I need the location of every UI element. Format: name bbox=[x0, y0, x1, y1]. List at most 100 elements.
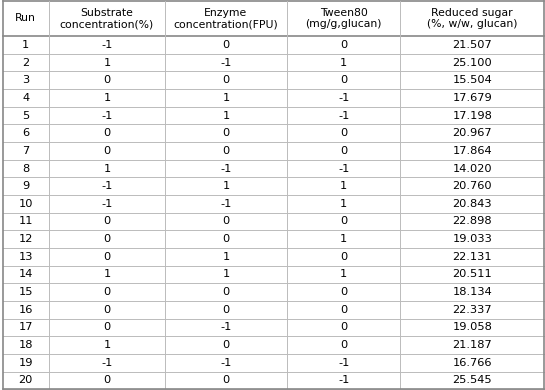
Text: -1: -1 bbox=[101, 358, 113, 368]
Text: 1: 1 bbox=[222, 252, 229, 262]
Text: Run: Run bbox=[15, 13, 36, 23]
Text: 0: 0 bbox=[340, 287, 347, 297]
Text: 5: 5 bbox=[22, 110, 29, 121]
Text: 0: 0 bbox=[222, 340, 229, 350]
Text: 0: 0 bbox=[340, 128, 347, 138]
Text: 12: 12 bbox=[19, 234, 33, 244]
Text: 1: 1 bbox=[104, 340, 111, 350]
Text: 0: 0 bbox=[104, 234, 111, 244]
Text: 20.843: 20.843 bbox=[452, 199, 492, 209]
Text: 13: 13 bbox=[19, 252, 33, 262]
Text: 0: 0 bbox=[222, 40, 229, 50]
Text: -1: -1 bbox=[101, 181, 113, 191]
Text: 0: 0 bbox=[104, 376, 111, 385]
Text: 1: 1 bbox=[104, 163, 111, 174]
Text: 17.198: 17.198 bbox=[452, 110, 492, 121]
Text: 0: 0 bbox=[104, 323, 111, 332]
Text: 1: 1 bbox=[104, 269, 111, 280]
Text: 1: 1 bbox=[340, 269, 347, 280]
Text: 22.131: 22.131 bbox=[452, 252, 492, 262]
Text: -1: -1 bbox=[338, 110, 349, 121]
Text: 20.967: 20.967 bbox=[452, 128, 492, 138]
Text: 1: 1 bbox=[222, 181, 229, 191]
Text: 1: 1 bbox=[104, 93, 111, 103]
Text: -1: -1 bbox=[338, 93, 349, 103]
Text: 1: 1 bbox=[222, 269, 229, 280]
Text: 0: 0 bbox=[340, 252, 347, 262]
Text: 0: 0 bbox=[104, 305, 111, 315]
Text: 14: 14 bbox=[19, 269, 33, 280]
Text: 0: 0 bbox=[222, 146, 229, 156]
Text: 14.020: 14.020 bbox=[452, 163, 492, 174]
Text: 2: 2 bbox=[22, 58, 29, 67]
Text: 0: 0 bbox=[222, 287, 229, 297]
Text: 0: 0 bbox=[340, 305, 347, 315]
Text: -1: -1 bbox=[220, 163, 232, 174]
Text: 18.134: 18.134 bbox=[452, 287, 492, 297]
Text: 1: 1 bbox=[340, 181, 347, 191]
Text: 19.033: 19.033 bbox=[452, 234, 492, 244]
Text: 18: 18 bbox=[19, 340, 33, 350]
Text: 19: 19 bbox=[19, 358, 33, 368]
Text: -1: -1 bbox=[338, 358, 349, 368]
Text: -1: -1 bbox=[101, 199, 113, 209]
Text: -1: -1 bbox=[220, 323, 232, 332]
Text: 1: 1 bbox=[340, 234, 347, 244]
Text: 0: 0 bbox=[340, 216, 347, 227]
Text: 16: 16 bbox=[19, 305, 33, 315]
Text: 3: 3 bbox=[22, 75, 29, 85]
Text: -1: -1 bbox=[338, 163, 349, 174]
Text: 0: 0 bbox=[104, 287, 111, 297]
Text: 9: 9 bbox=[22, 181, 29, 191]
Text: 1: 1 bbox=[104, 58, 111, 67]
Text: 4: 4 bbox=[22, 93, 29, 103]
Text: 0: 0 bbox=[340, 323, 347, 332]
Text: 16.766: 16.766 bbox=[452, 358, 492, 368]
Text: 17.864: 17.864 bbox=[452, 146, 492, 156]
Text: 20.511: 20.511 bbox=[452, 269, 492, 280]
Text: -1: -1 bbox=[220, 358, 232, 368]
Text: Reduced sugar
(%, w/w, glucan): Reduced sugar (%, w/w, glucan) bbox=[427, 8, 517, 29]
Text: 17.679: 17.679 bbox=[452, 93, 492, 103]
Text: 22.337: 22.337 bbox=[452, 305, 492, 315]
Text: Enzyme
concentration(FPU): Enzyme concentration(FPU) bbox=[174, 8, 278, 29]
Text: 21.187: 21.187 bbox=[452, 340, 492, 350]
Text: 0: 0 bbox=[340, 146, 347, 156]
Text: 0: 0 bbox=[222, 234, 229, 244]
Text: 17: 17 bbox=[19, 323, 33, 332]
Text: 0: 0 bbox=[104, 146, 111, 156]
Text: -1: -1 bbox=[101, 40, 113, 50]
Text: 20.760: 20.760 bbox=[452, 181, 492, 191]
Text: 0: 0 bbox=[104, 75, 111, 85]
Text: 6: 6 bbox=[22, 128, 29, 138]
Text: 7: 7 bbox=[22, 146, 29, 156]
Text: Substrate
concentration(%): Substrate concentration(%) bbox=[60, 8, 154, 29]
Text: 0: 0 bbox=[222, 305, 229, 315]
Text: 10: 10 bbox=[19, 199, 33, 209]
Text: 21.507: 21.507 bbox=[452, 40, 492, 50]
Text: 25.545: 25.545 bbox=[452, 376, 492, 385]
Text: 0: 0 bbox=[340, 75, 347, 85]
Text: 0: 0 bbox=[104, 216, 111, 227]
Text: 1: 1 bbox=[222, 93, 229, 103]
Text: 11: 11 bbox=[19, 216, 33, 227]
Text: -1: -1 bbox=[101, 110, 113, 121]
Text: 0: 0 bbox=[104, 128, 111, 138]
Text: 1: 1 bbox=[22, 40, 29, 50]
Text: 0: 0 bbox=[340, 40, 347, 50]
Text: -1: -1 bbox=[338, 376, 349, 385]
Text: 0: 0 bbox=[222, 376, 229, 385]
Text: 15: 15 bbox=[19, 287, 33, 297]
Text: -1: -1 bbox=[220, 58, 232, 67]
Text: 25.100: 25.100 bbox=[452, 58, 492, 67]
Text: 0: 0 bbox=[104, 252, 111, 262]
Text: 22.898: 22.898 bbox=[452, 216, 492, 227]
Text: Tween80
(mg/g,glucan): Tween80 (mg/g,glucan) bbox=[305, 8, 382, 29]
Text: 15.504: 15.504 bbox=[452, 75, 492, 85]
Text: 1: 1 bbox=[340, 199, 347, 209]
Text: 0: 0 bbox=[340, 340, 347, 350]
Text: 8: 8 bbox=[22, 163, 29, 174]
Text: -1: -1 bbox=[220, 199, 232, 209]
Text: 1: 1 bbox=[222, 110, 229, 121]
Text: 0: 0 bbox=[222, 75, 229, 85]
